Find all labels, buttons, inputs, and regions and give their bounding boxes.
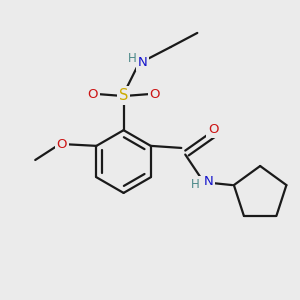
Text: H: H — [190, 178, 200, 191]
Text: N: N — [203, 176, 213, 188]
Text: O: O — [150, 88, 160, 100]
Text: O: O — [208, 123, 219, 136]
Text: N: N — [138, 56, 147, 69]
Text: N: N — [138, 56, 147, 69]
Text: O: O — [150, 88, 160, 100]
Text: O: O — [208, 123, 219, 136]
Text: H: H — [190, 178, 200, 191]
Text: O: O — [57, 138, 67, 151]
Text: O: O — [87, 88, 98, 100]
Text: N: N — [203, 176, 213, 188]
Text: O: O — [57, 138, 67, 151]
Text: O: O — [87, 88, 98, 100]
Text: S: S — [119, 88, 128, 103]
Text: S: S — [119, 88, 128, 103]
Text: H: H — [128, 52, 137, 65]
Text: H: H — [128, 52, 137, 65]
